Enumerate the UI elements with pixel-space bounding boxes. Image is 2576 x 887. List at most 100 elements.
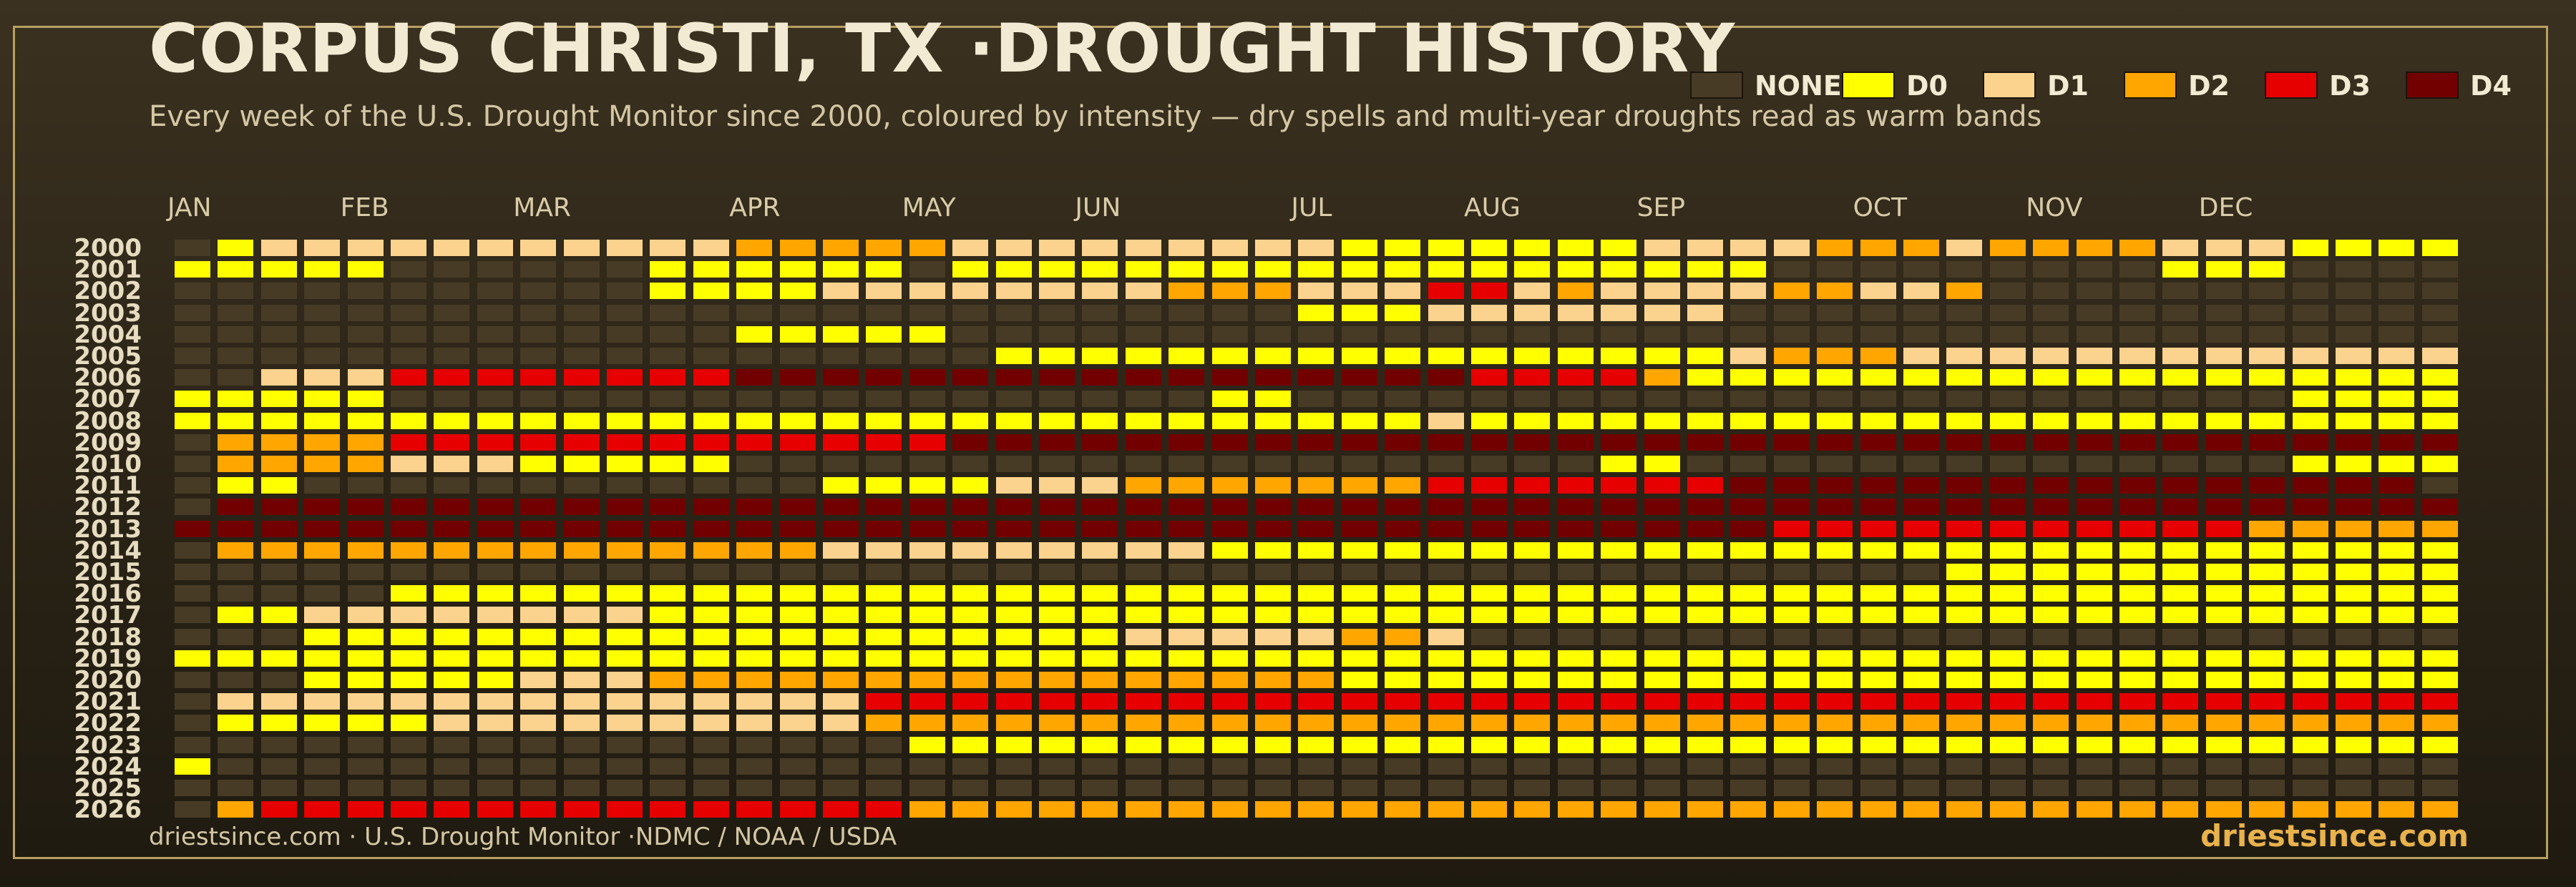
week-cell-2022-2 [218,715,254,732]
week-cell-2017-3 [260,607,297,624]
week-cell-2003-7 [434,304,470,321]
month-label-aug: AUG [1464,193,1521,222]
week-cell-2024-40 [1860,758,1896,775]
week-cell-2000-25 [1211,240,1248,256]
week-cell-2000-32 [1514,240,1551,256]
week-cell-2002-51 [2336,283,2371,300]
week-cell-2026-51 [2336,801,2371,818]
week-cell-2016-4 [304,585,341,602]
week-cell-2001-37 [1730,261,1767,278]
week-cell-2004-14 [736,325,773,343]
week-cell-2026-7 [434,801,470,818]
week-cell-2008-2 [218,412,254,429]
week-cell-2008-3 [260,412,297,429]
week-cell-2003-51 [2336,304,2371,321]
week-cell-2006-3 [260,369,297,386]
week-cell-2002-46 [2119,283,2155,300]
week-cell-2022-47 [2162,715,2199,732]
week-cell-2024-1 [175,758,210,775]
week-cell-2005-6 [391,348,426,364]
week-cell-2003-25 [1211,304,1248,321]
week-cell-2026-44 [2033,801,2069,818]
week-cell-2019-5 [347,650,384,667]
week-cell-2023-7 [434,736,470,753]
week-cell-2001-44 [2033,261,2069,278]
week-cell-2007-25 [1211,391,1248,408]
week-cell-2016-41 [1903,585,1939,602]
week-cell-2024-34 [1601,758,1637,775]
week-cell-2009-22 [1082,433,1118,451]
month-label-dec: DEC [2198,193,2253,222]
week-cell-2014-33 [1557,541,1594,559]
week-cell-2013-41 [1903,520,1939,537]
week-cell-2019-29 [1385,650,1421,667]
week-cell-2003-36 [1687,304,1723,321]
week-cell-2012-37 [1730,499,1767,516]
week-cell-2023-40 [1860,736,1896,753]
week-cell-2024-9 [520,758,557,775]
week-cell-2024-15 [779,758,816,775]
week-cell-2018-14 [736,628,773,645]
week-cell-2004-52 [2379,325,2415,343]
week-cell-2016-16 [823,585,859,602]
week-cell-2000-40 [1860,240,1896,256]
week-cell-2004-51 [2336,325,2371,343]
week-cell-2012-26 [1255,499,1291,516]
week-cell-2009-17 [866,433,902,451]
week-cell-2004-35 [1644,325,1680,343]
week-cell-2011-49 [2249,477,2285,494]
week-cell-2025-32 [1514,780,1551,796]
week-cell-2020-7 [434,672,470,688]
week-cell-2012-38 [1773,499,1810,516]
week-cell-2005-23 [1125,348,1161,364]
week-cell-2007-14 [736,391,773,408]
week-cell-2025-20 [995,780,1032,796]
week-cell-2026-20 [995,801,1032,818]
week-cell-2006-25 [1211,369,1248,386]
week-cell-2015-22 [1082,564,1118,580]
week-cell-2013-39 [1817,520,1853,537]
week-cell-2023-8 [477,736,513,753]
week-cell-2024-39 [1817,758,1853,775]
week-cell-2003-3 [260,304,297,321]
week-cell-2021-37 [1730,693,1767,710]
week-cell-2020-25 [1211,672,1248,688]
week-cell-2025-11 [607,780,643,796]
week-cell-2022-8 [477,715,513,732]
week-cell-2009-21 [1039,433,1075,451]
week-cell-2018-46 [2119,628,2155,645]
week-cell-2015-2 [218,564,254,580]
week-cell-2006-6 [391,369,426,386]
week-cell-2023-10 [563,736,600,753]
week-cell-2025-28 [1341,780,1377,796]
legend-swatch-d0 [1842,72,1895,99]
brand-link[interactable]: driestsince.com [2200,818,2469,853]
week-cell-2015-47 [2162,564,2199,580]
week-cell-2011-1 [175,477,210,494]
week-cell-2012-27 [1298,499,1335,516]
week-cell-2013-36 [1687,520,1723,537]
week-cell-2019-32 [1514,650,1551,667]
week-cell-2012-41 [1903,499,1939,516]
week-cell-2001-26 [1255,261,1291,278]
week-cell-2007-10 [563,391,600,408]
week-cell-2014-45 [2076,541,2112,559]
week-cell-2002-21 [1039,283,1075,300]
week-cell-2017-13 [693,607,729,624]
week-cell-2015-36 [1687,564,1723,580]
week-cell-2014-15 [779,541,816,559]
week-cell-2017-43 [1989,607,2026,624]
week-cell-2001-34 [1601,261,1637,278]
week-cell-2015-39 [1817,564,1853,580]
week-cell-2021-21 [1039,693,1075,710]
week-cell-2011-20 [995,477,1032,494]
week-cell-2007-3 [260,391,297,408]
week-cell-2013-44 [2033,520,2069,537]
week-cell-2026-1 [175,801,210,818]
week-cell-2026-19 [952,801,989,818]
week-cell-2021-17 [866,693,902,710]
week-cell-2011-39 [1817,477,1853,494]
week-cell-2011-45 [2076,477,2112,494]
week-cell-2020-45 [2076,672,2112,688]
week-cell-2015-31 [1471,564,1507,580]
